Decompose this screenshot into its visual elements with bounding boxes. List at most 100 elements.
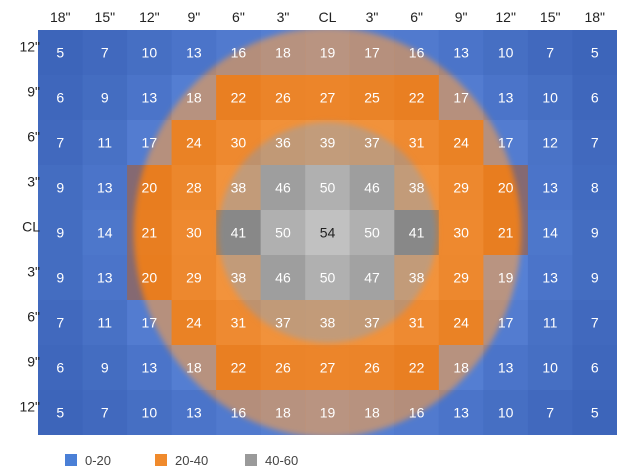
heatmap-cell: [127, 75, 172, 120]
cell-value-label: 7: [56, 315, 64, 331]
heatmap-cell: [260, 30, 306, 75]
heatmap-cell: [572, 210, 617, 255]
heatmap-cell: [483, 30, 528, 75]
cell-value-label: 50: [320, 180, 336, 196]
cell-value-label: 18: [275, 45, 291, 61]
heatmap-cell: [572, 120, 617, 165]
heatmap-cell: [171, 345, 217, 390]
cell-value-label: 12: [542, 135, 558, 151]
heatmap-cell: [305, 165, 350, 210]
heatmap-cell: [127, 30, 172, 75]
heatmap-cell: [305, 345, 350, 390]
cell-value-label: 22: [231, 90, 247, 106]
cell-value-label: 13: [97, 270, 113, 286]
x-tick-label: 15": [95, 9, 116, 25]
cell-value-label: 5: [56, 405, 64, 421]
heatmap-cell: [216, 390, 261, 435]
heatmap-cell: [260, 165, 306, 210]
cell-value-label: 11: [98, 315, 113, 331]
cell-value-label: 9: [56, 225, 64, 241]
cell-value-label: 36: [275, 135, 291, 151]
cell-value-label: 22: [409, 360, 425, 376]
heatmap-cell: [127, 390, 172, 435]
cell-value-label: 13: [498, 90, 514, 106]
heatmap-cell: [127, 165, 172, 210]
cell-value-label: 5: [56, 45, 64, 61]
cell-value-label: 41: [231, 225, 247, 241]
cell-value-label: 46: [275, 270, 291, 286]
cell-value-label: 9: [56, 270, 64, 286]
cell-value-label: 19: [320, 45, 336, 61]
heatmap-cell: [527, 120, 573, 165]
heatmap-cell: [527, 210, 573, 255]
cell-value-label: 30: [186, 225, 202, 241]
contour-bands: [133, 30, 522, 435]
legend-swatch: [155, 454, 167, 466]
x-tick-label: 12": [495, 9, 516, 25]
heatmap-cell: [527, 75, 573, 120]
heatmap-cells: 5 7 10 13 16 18 19 17 16 13 10 7 5 6 9 13 18 22 26 27 25 22 17…: [38, 30, 617, 435]
x-tick-label: 9": [455, 9, 468, 25]
cell-value-label: 16: [409, 405, 425, 421]
heatmap-cell: [171, 30, 217, 75]
x-axis-ticks: 18" 15" 12" 9" 6" 3" CL 3" 6" 9" 12" 15" 18": [50, 9, 605, 25]
heatmap-cell: [171, 300, 217, 345]
heatmap-cell: [260, 300, 306, 345]
cell-value-label: 13: [142, 90, 158, 106]
x-tick-label: 6": [232, 9, 245, 25]
cell-value-label: 17: [498, 135, 514, 151]
cell-value-label: 30: [453, 225, 469, 241]
cell-value-label: 13: [542, 270, 558, 286]
heatmap-cell: [572, 255, 617, 300]
cell-value-label: 10: [498, 45, 514, 61]
y-tick-label: 3": [27, 174, 40, 190]
heatmap-cell: [438, 165, 484, 210]
y-tick-label: CL: [22, 219, 40, 235]
y-tick-label: 9": [27, 84, 40, 100]
y-tick-label: 6": [27, 309, 40, 325]
heatmap-cell: [38, 75, 83, 120]
cell-value-label: 41: [409, 225, 425, 241]
heatmap-cell: [82, 255, 128, 300]
heatmap-cell: [483, 255, 528, 300]
cell-value-label: 16: [231, 45, 247, 61]
heatmap-cell: [38, 300, 83, 345]
cell-value-label: 6: [591, 360, 599, 376]
cell-value-label: 10: [498, 405, 514, 421]
cell-value-label: 38: [320, 315, 336, 331]
heatmap-cell: [127, 120, 172, 165]
heatmap-cell: [216, 75, 261, 120]
cell-value-label: 19: [320, 405, 336, 421]
heatmap-cell: [260, 210, 306, 255]
cell-value-label: 31: [231, 315, 247, 331]
cell-value-label: 7: [101, 405, 109, 421]
cell-value-label: 13: [186, 45, 202, 61]
y-tick-label: 12": [19, 39, 40, 55]
heatmap-cell: [438, 210, 484, 255]
heatmap-cell: [572, 390, 617, 435]
heatmap-cell: [483, 165, 528, 210]
heatmap-cell: [527, 255, 573, 300]
heatmap-cell: [483, 210, 528, 255]
heatmap-cell: [171, 75, 217, 120]
heatmap-cell: [483, 300, 528, 345]
cell-value-label: 16: [231, 405, 247, 421]
heatmap-cell: [527, 30, 573, 75]
heatmap-cell: [216, 120, 261, 165]
cell-value-label: 17: [498, 315, 514, 331]
cell-value-label: 22: [231, 360, 247, 376]
cell-value-label: 37: [275, 315, 291, 331]
cell-value-label: 46: [275, 180, 291, 196]
x-tick-label: 3": [366, 9, 379, 25]
heatmap-cell: [216, 300, 261, 345]
cell-value-label: 19: [498, 270, 514, 286]
heatmap-cell: [82, 120, 128, 165]
cell-value-label: 9: [101, 360, 109, 376]
heatmap-cell: [438, 30, 484, 75]
heatmap-cell: [260, 255, 306, 300]
heatmap-cell: [527, 300, 573, 345]
heatmap-cell: [260, 390, 306, 435]
heatmap-cell: [216, 345, 261, 390]
cell-value-label: 10: [142, 405, 158, 421]
heatmap-cell: [171, 165, 217, 210]
